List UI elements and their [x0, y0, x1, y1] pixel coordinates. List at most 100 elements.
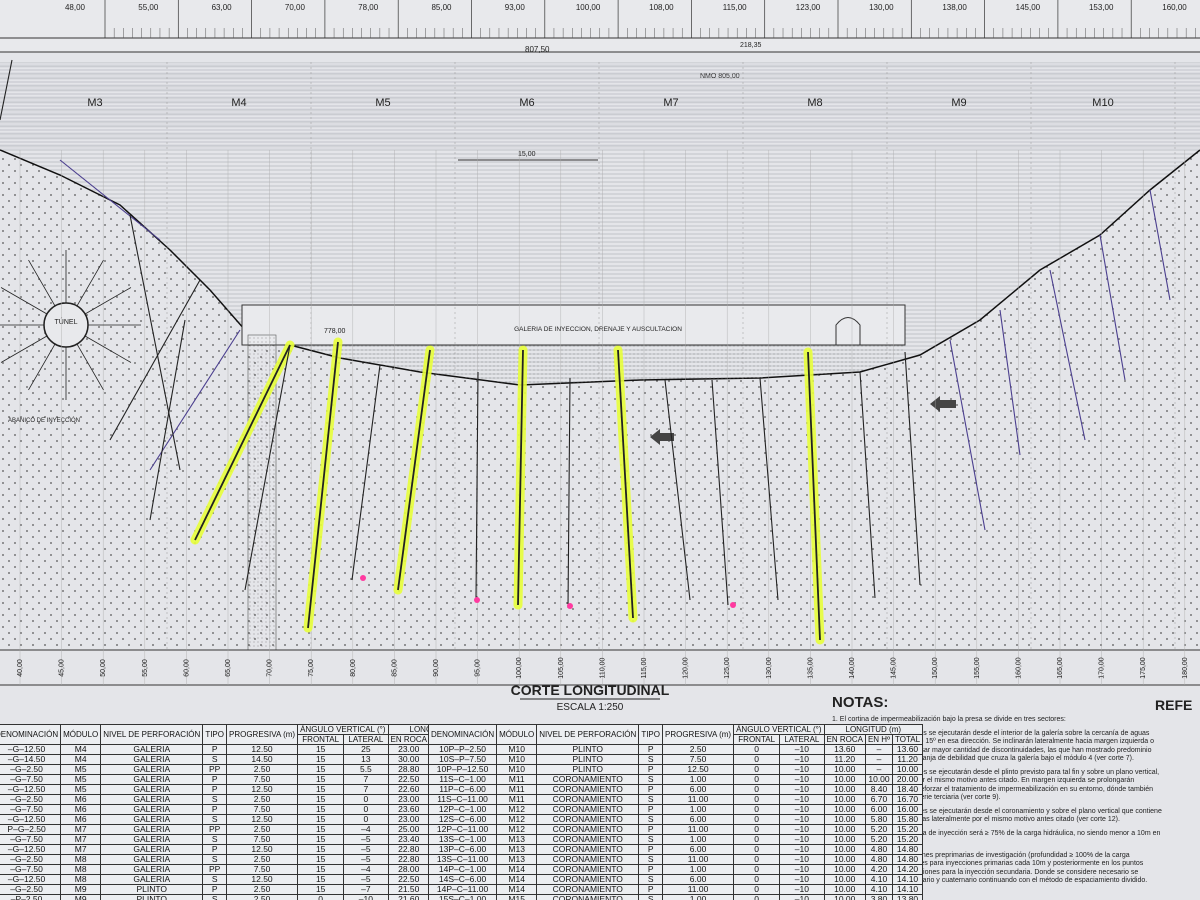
- table-cell: 3.80: [864, 894, 894, 900]
- table-cell: 15S–C–1.00: [427, 894, 498, 900]
- table-cell: 15: [297, 784, 345, 795]
- table-cell: –10: [779, 894, 825, 900]
- scale-label: 70,00: [285, 3, 306, 12]
- borehole: [617, 349, 634, 619]
- table-cell: M5: [60, 764, 102, 775]
- table-cell: M12: [496, 814, 538, 825]
- table-cell: 7: [343, 774, 389, 785]
- table-header: TIPO: [638, 724, 663, 745]
- table-cell: 11.00: [661, 884, 735, 895]
- rock-mass: [0, 150, 1200, 650]
- borehole: [949, 339, 986, 531]
- table-header: MÓDULO: [496, 724, 538, 745]
- mark-dot: [730, 602, 736, 608]
- bottom-scale-label: 110,00: [599, 657, 606, 678]
- table-row: 11P–C–6.00 M11 CORONAMIENTO P 6.00 0 –10 10.00 8…: [427, 784, 924, 795]
- table-subheader: EN ROCA: [823, 734, 866, 745]
- table-cell: 11S–C–1.00: [427, 774, 498, 785]
- borehole: [567, 377, 571, 609]
- borehole: [1049, 269, 1086, 441]
- table-cell: 10.00: [823, 824, 866, 835]
- table-row: 11S–C–1.00 M11 CORONAMIENTO S 1.00 0 –10 10.00 1…: [427, 774, 924, 785]
- table-cell: –10: [779, 774, 825, 785]
- table-cell: 10.00: [823, 874, 866, 885]
- table-cell: 5.20: [864, 834, 894, 845]
- table-header: NIVEL DE PERFORACIÓN: [100, 724, 204, 745]
- table-cell: –10: [779, 804, 825, 815]
- table-cell: P: [638, 744, 663, 755]
- table-cell: 0: [733, 774, 781, 785]
- table-cell: –5: [343, 844, 389, 855]
- table-cell: 5.80: [864, 814, 894, 825]
- gallery-portal: [835, 317, 861, 345]
- table-cell: –4: [343, 864, 389, 875]
- table-cell: 15.80: [892, 814, 924, 825]
- table-subheader: LATERAL: [779, 734, 825, 745]
- table-cell: –G–12.50: [0, 744, 62, 755]
- table-cell: CORONAMIENTO: [536, 824, 640, 835]
- module-label: M8: [807, 97, 822, 109]
- table-cell: GALERIA: [100, 814, 204, 825]
- table-cell: 12S–C–6.00: [427, 814, 498, 825]
- table-header: NIVEL DE PERFORACIÓN: [536, 724, 640, 745]
- table-cell: 0: [733, 844, 781, 855]
- table-cell: 2.50: [225, 824, 299, 835]
- table-cell: –: [864, 764, 894, 775]
- table-cell: 0: [733, 874, 781, 885]
- table-cell: 7.50: [661, 754, 735, 765]
- table-cell: 15: [297, 814, 345, 825]
- table-row: 14P–C–1.00 M14 CORONAMIENTO P 1.00 0 –10 10.00 4…: [427, 864, 924, 875]
- table-cell: 11P–C–6.00: [427, 784, 498, 795]
- table-cell: M13: [496, 854, 538, 865]
- table-cell: –: [864, 754, 894, 765]
- table-cell: 6.00: [864, 804, 894, 815]
- table-cell: –5: [343, 874, 389, 885]
- bottom-scale-label: 50,00: [100, 659, 107, 677]
- table-cell: 15: [297, 864, 345, 875]
- table-cell: 23.60: [387, 804, 430, 815]
- table-cell: –10: [779, 814, 825, 825]
- note-item: 3. Se ejecutarán 3 perforaciones preprim…: [832, 851, 1148, 885]
- table-cell: PLINTO: [100, 884, 204, 895]
- table-cell: P: [202, 844, 227, 855]
- table-cell: 14.10: [892, 884, 924, 895]
- table-row: 13P–C–6.00 M13 CORONAMIENTO P 6.00 0 –10 10.00 4…: [427, 844, 924, 855]
- table-cell: M13: [496, 834, 538, 845]
- table-cell: 1.00: [661, 894, 735, 900]
- table-cell: 6.00: [661, 874, 735, 885]
- table-cell: PP: [202, 764, 227, 775]
- table-cell: 22.60: [387, 784, 430, 795]
- table-cell: 21.60: [387, 894, 430, 900]
- table-cell: 10.00: [823, 784, 866, 795]
- table-cell: 10.00: [823, 854, 866, 865]
- table-cell: CORONAMIENTO: [536, 894, 640, 900]
- table-cell: –G–7.50: [0, 834, 62, 845]
- table-cell: 1.00: [661, 804, 735, 815]
- table-cell: –10: [779, 744, 825, 755]
- table-cell: 4.10: [864, 874, 894, 885]
- table-cell: GALERIA: [100, 874, 204, 885]
- table-cell: –G–2.50: [0, 764, 62, 775]
- table-cell: S: [638, 834, 663, 845]
- bottom-scale-label: 80,00: [350, 659, 357, 677]
- scale-label: 93,00: [505, 3, 526, 12]
- table-row: 14P–C–11.00 M14 CORONAMIENTO P 11.00 0 –10 10.0…: [427, 884, 924, 895]
- table-cell: CORONAMIENTO: [536, 884, 640, 895]
- table-cell: M11: [496, 774, 538, 785]
- table-cell: CORONAMIENTO: [536, 834, 640, 845]
- borehole: [475, 371, 479, 601]
- table-row: 12P–C–1.00 M12 CORONAMIENTO P 1.00 0 –10 10.00 6…: [427, 804, 924, 815]
- table-cell: 14.20: [892, 864, 924, 875]
- scale-label: 145,00: [1016, 3, 1041, 12]
- table-row: 10P–P–2.50 M10 PLINTO P 2.50 0 –10 13.60–13.60: [427, 744, 924, 755]
- table-cell: S: [202, 794, 227, 805]
- table-cell: S: [202, 754, 227, 765]
- bottom-scale-label: 180,00: [1182, 657, 1189, 679]
- table-cell: PLINTO: [536, 764, 640, 775]
- table-cell: 11.20: [892, 754, 924, 765]
- legend-title: REFE: [1155, 697, 1192, 713]
- borehole: [351, 364, 381, 581]
